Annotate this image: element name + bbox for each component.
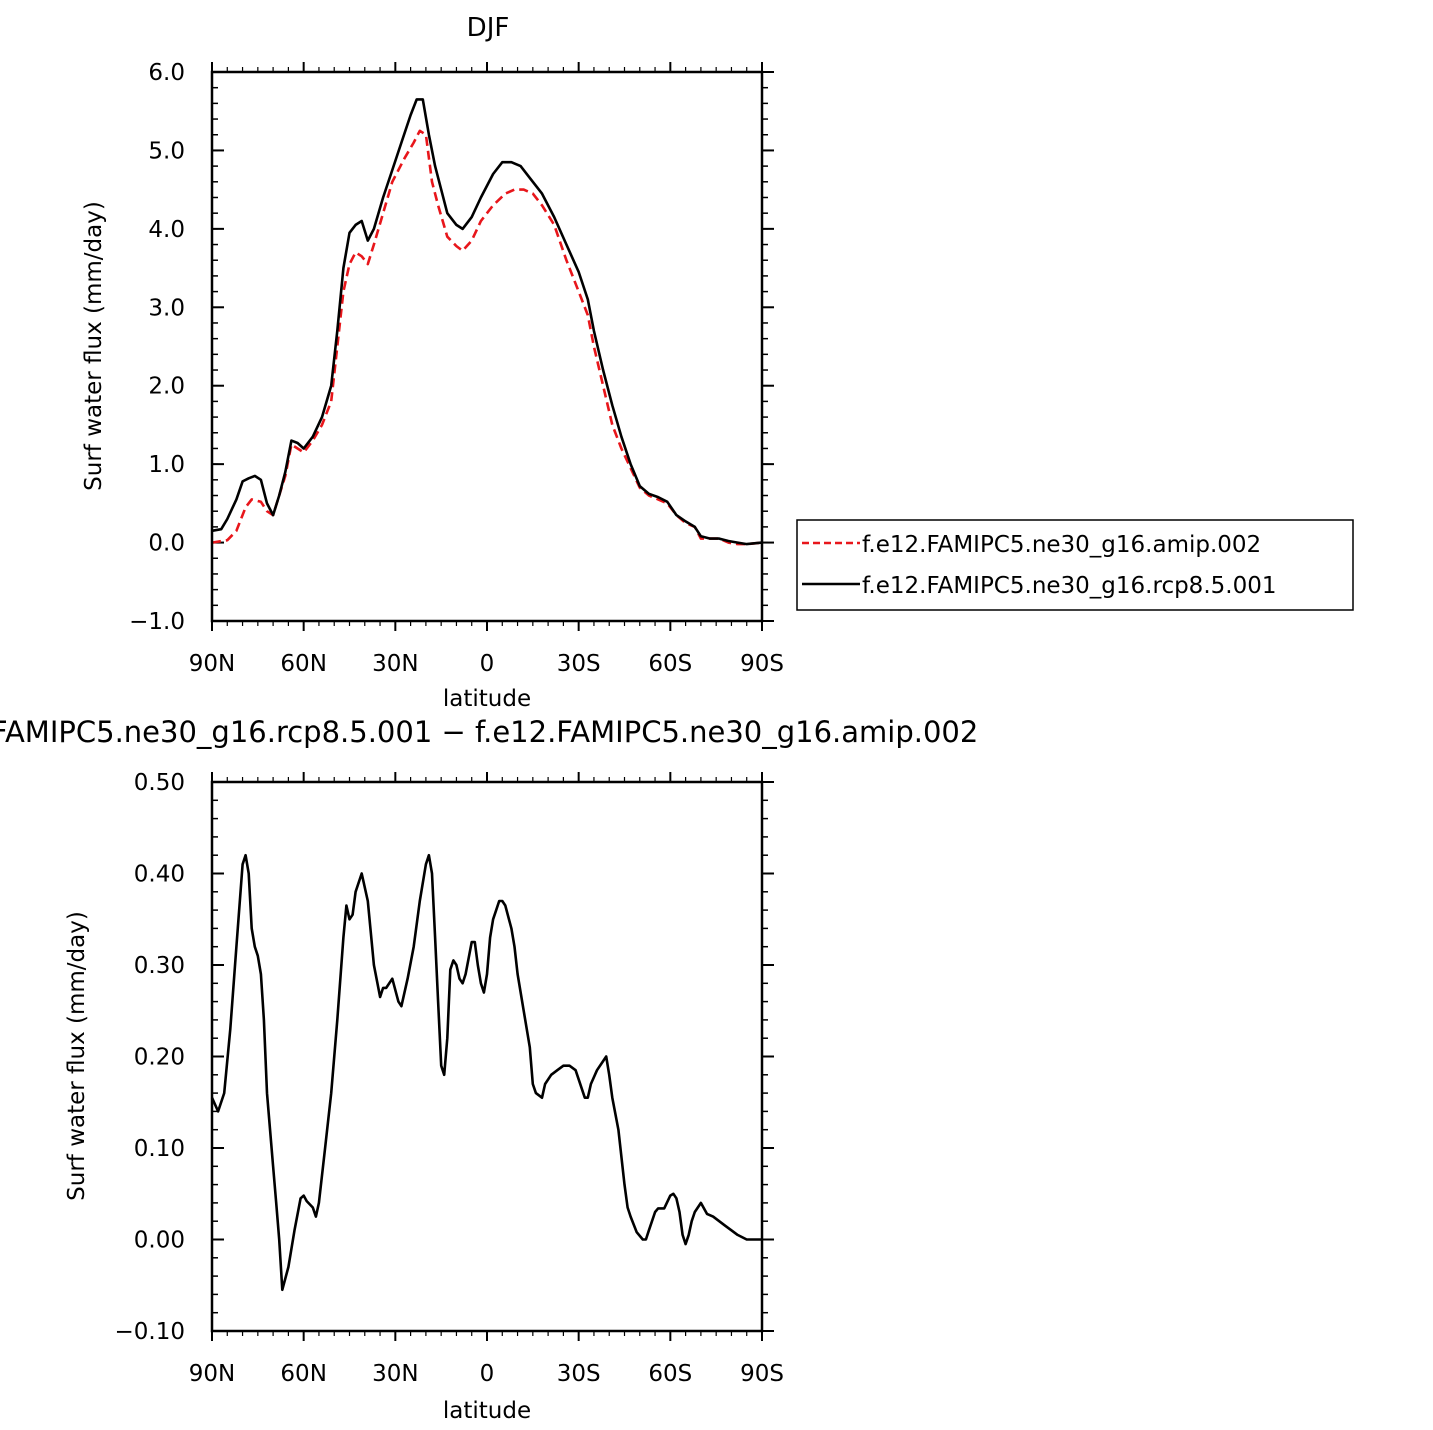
bottom-xtick-label: 60N bbox=[280, 1361, 326, 1387]
bottom-chart-panel: f.e12.FAMIPC5.ne30_g16.rcp8.5.001 − f.e1… bbox=[0, 715, 978, 1424]
top-xtick-label: 60S bbox=[648, 651, 692, 677]
top-ytick-label: 2.0 bbox=[148, 374, 185, 400]
legend-label-rcp85: f.e12.FAMIPC5.ne30_g16.rcp8.5.001 bbox=[862, 573, 1276, 599]
bottom-chart-ylabel: Surf water flux (mm/day) bbox=[64, 911, 90, 1201]
top-ytick-label: 1.0 bbox=[148, 452, 185, 478]
legend-box bbox=[796, 519, 1354, 611]
bottom-xtick-label: 30S bbox=[557, 1361, 601, 1387]
bottom-xtick-label: 90S bbox=[740, 1361, 784, 1387]
top-ytick-label: 6.0 bbox=[148, 60, 185, 86]
top-xtick-label: 60N bbox=[280, 651, 326, 677]
bottom-xtick-label: 60S bbox=[648, 1361, 692, 1387]
top-chart-frame bbox=[210, 70, 764, 623]
legend-label-amip: f.e12.FAMIPC5.ne30_g16.amip.002 bbox=[862, 532, 1261, 558]
top-xtick-label: 30S bbox=[557, 651, 601, 677]
bottom-xtick-label: 0 bbox=[480, 1361, 495, 1387]
bottom-ytick-label: 0.10 bbox=[134, 1136, 185, 1162]
bottom-ytick-label: −0.10 bbox=[115, 1319, 185, 1345]
top-ytick-label: 0.0 bbox=[148, 531, 185, 557]
bottom-chart-lines bbox=[210, 853, 762, 1292]
top-series-line-0 bbox=[211, 129, 763, 546]
bottom-xtick-label: 30N bbox=[372, 1361, 418, 1387]
top-ytick-label: 4.0 bbox=[148, 217, 185, 243]
top-ytick-label: 3.0 bbox=[148, 295, 185, 321]
bottom-ytick-label: 0.00 bbox=[134, 1228, 185, 1254]
bottom-xtick-label: 90N bbox=[189, 1361, 235, 1387]
top-chart-panel: DJF −1.0 0.0 1.0 2.0 3.0 4.0 5.0 6.0 90N 60N 30N 0 3… bbox=[81, 13, 784, 712]
top-chart-title: DJF bbox=[467, 13, 510, 43]
top-chart-xlabel: latitude bbox=[443, 686, 531, 712]
bottom-ytick-label: 0.40 bbox=[134, 862, 185, 888]
bottom-chart-frame bbox=[210, 780, 764, 1333]
bottom-series-line-0 bbox=[210, 853, 762, 1292]
top-ytick-label: −1.0 bbox=[129, 609, 185, 635]
top-xtick-label: 90S bbox=[740, 651, 784, 677]
top-chart-ylabel: Surf water flux (mm/day) bbox=[81, 201, 107, 491]
top-ytick-label: 5.0 bbox=[148, 138, 185, 164]
top-xtick-label: 30N bbox=[372, 651, 418, 677]
bottom-ytick-label: 0.30 bbox=[134, 953, 185, 979]
top-xtick-label: 0 bbox=[480, 651, 495, 677]
top-chart-lines bbox=[211, 98, 763, 546]
bottom-chart-axes: −0.10 0.00 0.10 0.20 0.30 0.40 0.50 90N 60N 30N 0 3… bbox=[115, 770, 784, 1387]
legend: f.e12.FAMIPC5.ne30_g16.amip.002 f.e12.FA… bbox=[796, 519, 1354, 611]
bottom-ytick-label: 0.50 bbox=[134, 770, 185, 796]
top-series-line-1 bbox=[211, 98, 763, 546]
top-chart-axes: −1.0 0.0 1.0 2.0 3.0 4.0 5.0 6.0 90N 60N 30N 0 30S 60… bbox=[129, 60, 784, 677]
top-xtick-label: 90N bbox=[189, 651, 235, 677]
bottom-ytick-label: 0.20 bbox=[134, 1045, 185, 1071]
bottom-chart-xlabel: latitude bbox=[443, 1398, 531, 1424]
bottom-chart-title: f.e12.FAMIPC5.ne30_g16.rcp8.5.001 − f.e1… bbox=[0, 715, 978, 749]
